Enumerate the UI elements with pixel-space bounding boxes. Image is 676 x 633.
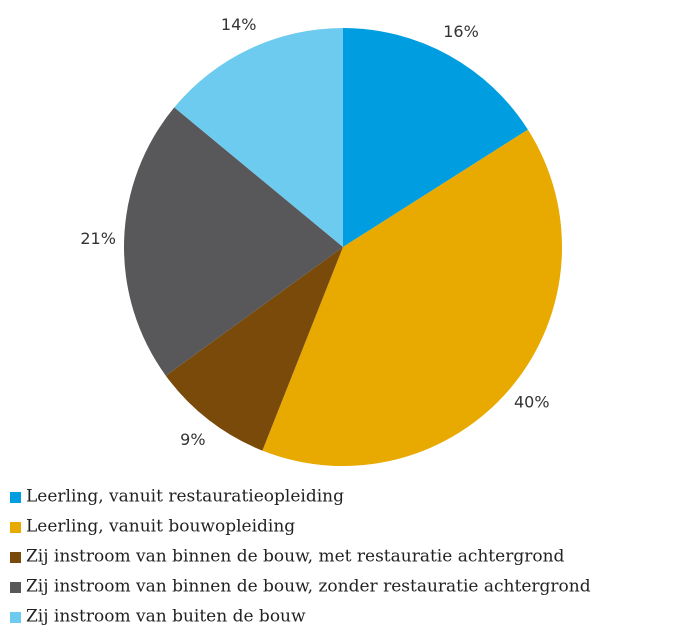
- legend-swatch: [10, 552, 21, 563]
- legend-label: Zij instroom van binnen de bouw, zonder …: [26, 577, 591, 597]
- pie-slice: [343, 28, 528, 247]
- data-label: 21%: [80, 229, 116, 248]
- legend-label: Leerling, vanuit bouwopleiding: [26, 517, 295, 537]
- data-label: 16%: [443, 22, 479, 41]
- legend-label: Zij instroom van binnen de bouw, met res…: [26, 547, 565, 567]
- legend-swatch: [10, 522, 21, 533]
- data-label: 14%: [221, 15, 257, 34]
- pie-slice: [123, 107, 343, 376]
- data-label: 9%: [180, 430, 205, 449]
- legend-swatch: [10, 492, 21, 503]
- legend-swatch: [10, 612, 21, 623]
- legend-label: Zij instroom van buiten de bouw: [26, 607, 306, 627]
- legend-label: Leerling, vanuit restauratieopleiding: [26, 487, 344, 507]
- pie-slice: [262, 129, 562, 466]
- pie-slice: [174, 28, 343, 247]
- legend-swatch: [10, 582, 21, 593]
- data-label: 40%: [514, 393, 550, 412]
- pie-slice: [165, 247, 343, 451]
